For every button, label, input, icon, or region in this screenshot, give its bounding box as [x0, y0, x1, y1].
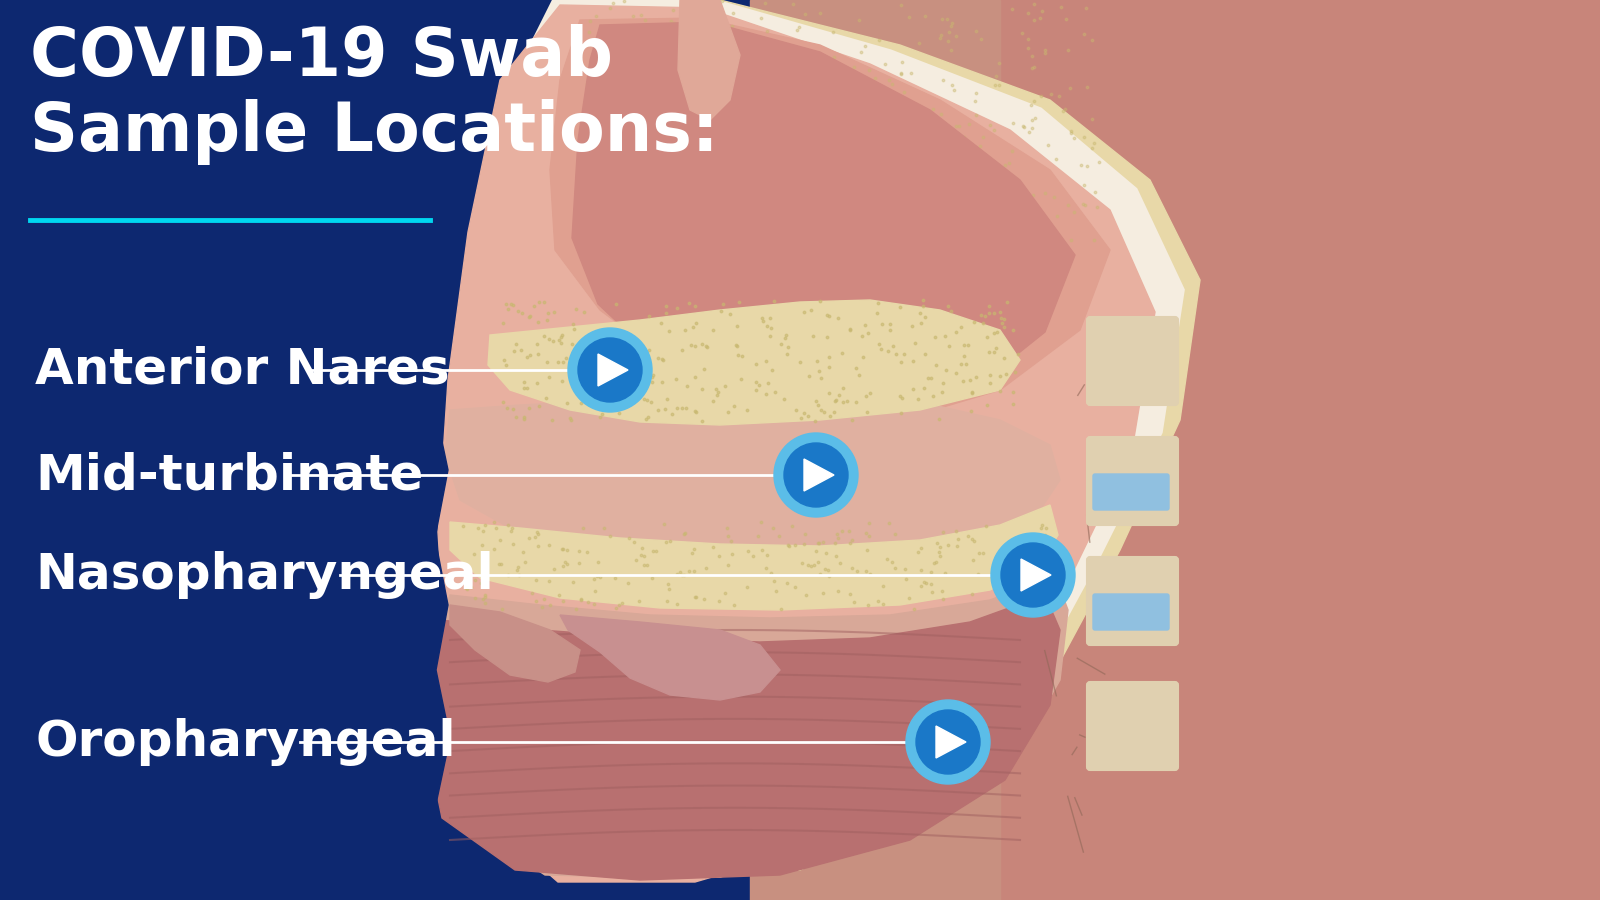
Polygon shape [488, 300, 1021, 425]
Polygon shape [1021, 559, 1051, 591]
Circle shape [1002, 543, 1066, 607]
Polygon shape [550, 18, 1110, 420]
Bar [750, 0, 1000, 900]
FancyBboxPatch shape [1093, 474, 1170, 510]
Circle shape [915, 710, 979, 774]
Circle shape [906, 700, 990, 784]
Polygon shape [450, 605, 579, 682]
Bar [899, 0, 1600, 900]
Circle shape [990, 533, 1075, 617]
FancyBboxPatch shape [1086, 317, 1178, 405]
FancyBboxPatch shape [1086, 682, 1178, 770]
Circle shape [568, 328, 653, 412]
FancyBboxPatch shape [1086, 437, 1178, 525]
Text: Anterior Nares: Anterior Nares [35, 346, 450, 394]
Text: Nasopharyngeal: Nasopharyngeal [35, 551, 494, 599]
Text: COVID-19 Swab: COVID-19 Swab [30, 24, 613, 90]
Polygon shape [0, 0, 450, 900]
FancyBboxPatch shape [1093, 594, 1170, 630]
Text: Mid-turbinate: Mid-turbinate [35, 451, 424, 499]
Circle shape [578, 338, 642, 402]
Polygon shape [438, 5, 1155, 882]
Text: Oropharyngeal: Oropharyngeal [35, 718, 456, 766]
Polygon shape [678, 0, 739, 120]
Polygon shape [560, 615, 781, 700]
Polygon shape [598, 354, 627, 386]
Polygon shape [936, 726, 966, 758]
Polygon shape [573, 22, 1075, 412]
Polygon shape [450, 505, 1058, 610]
Polygon shape [450, 0, 1182, 878]
Polygon shape [470, 0, 1200, 880]
Circle shape [784, 443, 848, 507]
Polygon shape [426, 595, 1059, 880]
Polygon shape [445, 395, 1059, 552]
Polygon shape [805, 459, 834, 491]
FancyBboxPatch shape [1086, 557, 1178, 645]
Text: Sample Locations:: Sample Locations: [30, 99, 718, 165]
Polygon shape [430, 575, 1069, 878]
Circle shape [774, 433, 858, 517]
